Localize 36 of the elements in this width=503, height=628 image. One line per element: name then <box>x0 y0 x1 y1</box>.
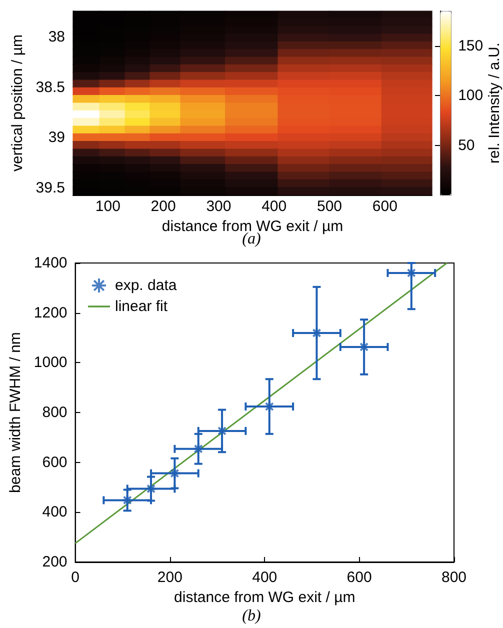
y-tick-label: 800 <box>42 404 68 421</box>
y-tick-label: 1200 <box>34 304 68 322</box>
point <box>145 482 158 495</box>
y-tick-label: 400 <box>42 504 68 521</box>
legend-label: linear fit <box>115 298 168 315</box>
x-tick-label: 0 <box>71 569 80 586</box>
x-tick-label: 200 <box>150 198 176 215</box>
y-tick-label: 600 <box>42 454 68 471</box>
x-axis-title: distance from WG exit / µm <box>174 588 356 606</box>
text: (a) <box>242 230 261 248</box>
x-tick-label: 300 <box>206 198 232 215</box>
color-bar-title: rel. Intensity / a.U. <box>486 42 503 164</box>
y-axis-title: beam width FWHM / nm <box>7 332 24 493</box>
y-tick-label: 200 <box>42 554 68 570</box>
x-tick-label: 400 <box>252 569 278 586</box>
color-bar-label: 150 <box>458 37 484 54</box>
y-tick-label: 39 <box>48 129 65 146</box>
x-tick-label: 600 <box>346 569 372 586</box>
point <box>192 442 204 455</box>
x-tick-label: 100 <box>95 198 120 215</box>
x-tick-label: 500 <box>316 198 342 215</box>
x-tick-label: 800 <box>441 569 467 586</box>
x-tick-label: 600 <box>372 198 398 215</box>
x-tick-label: 400 <box>262 198 287 215</box>
x-tick-label: 200 <box>157 569 182 586</box>
y-tick-label: 1000 <box>34 354 68 372</box>
point <box>168 467 181 480</box>
legend-label: exp. data <box>115 277 178 294</box>
y-tick-label: 39.5 <box>36 179 65 196</box>
text: (b) <box>242 608 261 624</box>
color-bar-label: 50 <box>458 136 475 154</box>
color-bar-label: 100 <box>458 87 484 104</box>
y-tick-label: 38 <box>48 28 65 46</box>
y-tick-label: 38.5 <box>36 78 65 96</box>
y-tick-label: 1400 <box>34 254 68 272</box>
y-axis-title: vertical position / µm <box>8 34 26 172</box>
